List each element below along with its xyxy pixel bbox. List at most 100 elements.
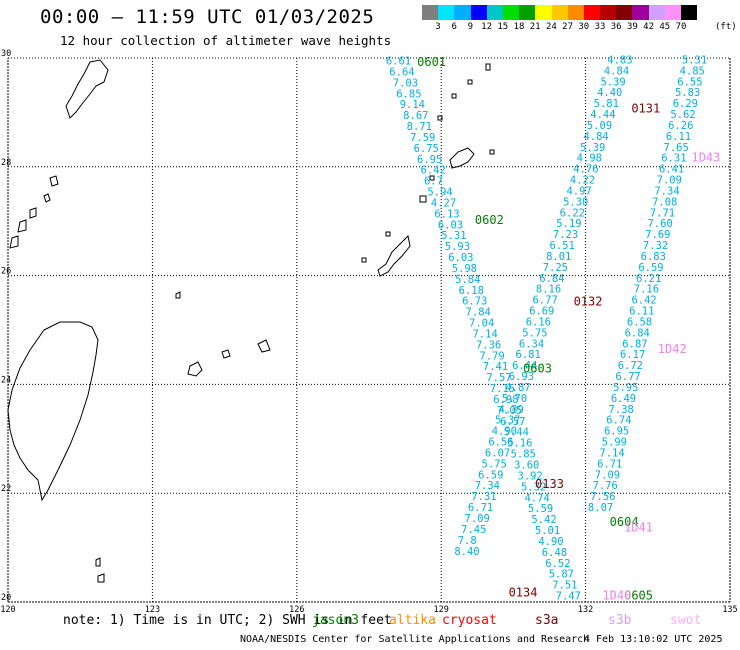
wave-height-value: 5.95 (613, 382, 638, 394)
lat-tick-label: 28 (1, 158, 11, 168)
wave-height-value: 4.90 (492, 426, 517, 438)
wave-height-value: 7.47 (556, 591, 581, 603)
colorbar-swatch (470, 5, 487, 20)
wave-height-value: 4.40 (597, 87, 622, 99)
wave-height-value: 6.29 (673, 98, 698, 110)
wave-height-value: 6.84 (625, 327, 650, 339)
wave-height-value: 5.94 (427, 187, 452, 199)
wave-height-value: 6.71 (468, 502, 493, 514)
wave-height-value: 7.56 (590, 491, 615, 503)
wave-height-value: 7.41 (483, 361, 508, 373)
credit-text: NOAA/NESDIS Center for Satellite Applica… (240, 634, 590, 645)
wave-height-value: 4.44 (590, 109, 615, 121)
colorbar-tick-label: 6 (451, 22, 457, 32)
wave-height-value: 4.83 (607, 54, 632, 66)
wave-height-value: 7.71 (650, 207, 675, 219)
wave-height-value: 6.85 (396, 88, 421, 100)
wave-height-value: 6.59 (638, 262, 663, 274)
colorbar-swatch (519, 5, 536, 20)
colorbar-swatch (600, 5, 617, 20)
wave-height-value: 6.42 (631, 295, 656, 307)
wave-height-value: 6.07 (485, 447, 510, 459)
wave-height-value: 7.79 (479, 350, 504, 362)
wave-height-value: 4.90 (538, 536, 563, 548)
wave-height-value: 6.18 (459, 285, 484, 297)
colorbar-swatch (583, 5, 601, 20)
colorbar-swatch (567, 5, 584, 20)
wave-height-value: 4.84 (604, 65, 629, 77)
wave-height-value: 6.52 (545, 558, 570, 570)
colorbar-swatch (632, 5, 649, 20)
wave-height-value: 6.77 (532, 295, 557, 307)
lat-lon-grid: 120 123 126 129 132 135 30 28 26 24 22 20 (0, 49, 737, 615)
wave-height-value: 8.01 (546, 251, 571, 263)
pass-id-label: 0605 (624, 588, 653, 602)
colorbar-tick-label: 3 (435, 22, 441, 32)
wave-height-value: 7.15 (490, 383, 515, 395)
wave-height-value: 6.42 (421, 165, 446, 177)
wave-height-value: 5.19 (556, 218, 581, 230)
wave-height-value: 6.87 (622, 338, 647, 350)
wave-height-value: 7.05 (497, 405, 522, 417)
pass-id-label: 0131 (631, 101, 660, 115)
wave-height-value: 6.11 (666, 131, 691, 143)
wave-height-value: 6.72 (618, 360, 643, 372)
wave-height-value: 8.40 (454, 546, 479, 558)
wave-height-value: 5.30 (563, 196, 588, 208)
colorbar-tick-label: 9 (467, 22, 474, 32)
wave-height-value: 6.83 (641, 251, 666, 263)
wave-height-value: 6.34 (519, 338, 544, 350)
wave-height-value: 4.22 (570, 175, 595, 187)
wave-height-value: 6.61 (386, 56, 411, 68)
colorbar-swatch (502, 5, 520, 20)
pass-id-label: 0602 (475, 213, 504, 227)
wave-height-value: 5.16 (507, 438, 532, 450)
pass-id-label: 1D41 (624, 520, 653, 534)
colorbar-tick-label: 30 (578, 22, 590, 32)
wave-height-value: 5.42 (531, 514, 556, 526)
wave-height-value: 6.84 (539, 273, 564, 285)
wave-height-value: 6.16 (526, 316, 551, 328)
wave-height-value: 7.03 (393, 77, 418, 89)
colorbar-tick-label: 18 (513, 22, 525, 32)
legend-item-s3a: s3a (535, 613, 559, 628)
map-subtitle: 12 hour collection of altimeter wave hei… (60, 33, 392, 48)
colorbar-swatch (486, 5, 503, 20)
lat-tick-label: 24 (1, 375, 11, 385)
wave-height-value: 4.76 (573, 164, 598, 176)
lon-tick-label: 135 (722, 605, 737, 615)
wave-height-value: 7.32 (643, 240, 668, 252)
wave-height-value: 4.27 (431, 197, 456, 209)
wave-height-value: 6.21 (636, 273, 661, 285)
wave-height-value: 3.92 (518, 470, 543, 482)
wave-height-value: 7.69 (645, 229, 670, 241)
wave-height-value: 7.84 (466, 307, 491, 319)
colorbar-swatch (551, 5, 568, 20)
colorbar-tick-label: 70 (675, 22, 687, 32)
altimeter-tracks: 6.616.647.036.859.148.678.717.596.756.95… (386, 54, 707, 602)
wave-height-value: 4.39 (499, 404, 524, 416)
wave-height-value: 6.44 (512, 360, 537, 372)
wave-height-value: 6.56 (488, 437, 513, 449)
wave-height-value: 6.95 (604, 426, 629, 438)
wave-height-value: 6.31 (661, 153, 686, 165)
lat-tick-label: 30 (1, 49, 11, 59)
generated-timestamp: 4 Feb 13:10:02 UTC 2025 (584, 634, 723, 645)
wave-height-value: 7.60 (647, 218, 672, 230)
colorbar-tick-label: 33 (594, 22, 606, 32)
wave-height-value: 5.85 (511, 449, 536, 461)
wave-height-value: 6.98 (493, 394, 518, 406)
lon-tick-label: 120 (0, 605, 15, 615)
wave-height-value: 6.11 (629, 306, 654, 318)
wave-height-value: 5.31 (441, 230, 466, 242)
wave-height-value: 7.16 (634, 284, 659, 296)
colorbar-swatch (422, 5, 439, 20)
wave-height-value: 5.93 (445, 241, 470, 253)
wave-height-value: 7.34 (475, 480, 500, 492)
okinawa-coast (377, 234, 411, 277)
colorbar-swatch (681, 5, 698, 20)
wave-height-value: 6.13 (434, 208, 459, 220)
kyushu-coast (65, 59, 109, 119)
wave-height-value: 6.03 (448, 252, 473, 264)
wave-height-value: 7.59 (410, 132, 435, 144)
